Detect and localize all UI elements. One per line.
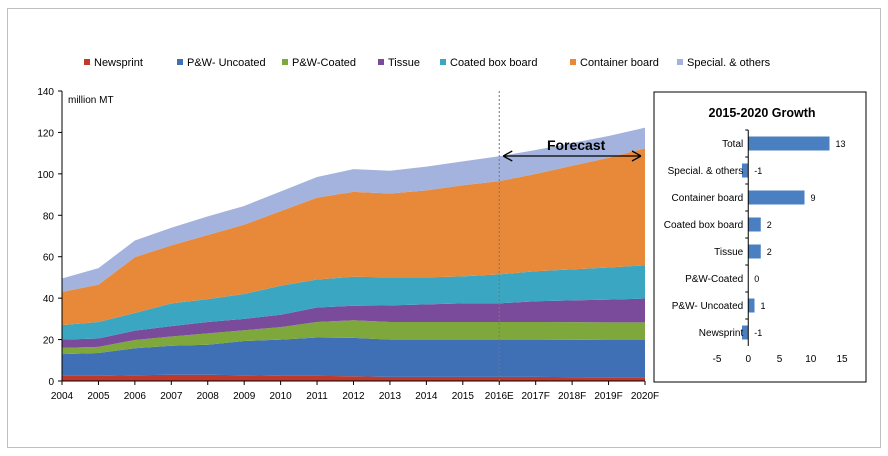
x-tick-label: 2015 <box>452 391 475 402</box>
x-tick-label: 2005 <box>87 391 110 402</box>
legend-swatch-newsprint <box>84 59 90 65</box>
x-tick-label: 2019F <box>594 391 622 402</box>
bar-category-label: P&W-Coated <box>685 274 743 285</box>
x-tick-label: 2014 <box>415 391 438 402</box>
bar-x-tick-label: 10 <box>805 354 817 365</box>
y-tick-label: 60 <box>43 253 55 264</box>
bar-chart-title: 2015-2020 Growth <box>709 106 816 120</box>
bar-category-label: Coated box board <box>664 220 744 231</box>
y-tick-label: 100 <box>37 170 54 181</box>
bar-value-label: 0 <box>754 274 759 284</box>
bar-special-and-others <box>742 163 749 178</box>
bar-value-label: 9 <box>811 193 816 203</box>
bar-category-label: Tissue <box>714 247 744 258</box>
forecast-arrow-right-head <box>631 150 642 162</box>
y-tick-label: 0 <box>48 377 54 388</box>
bar-container-board <box>748 190 805 205</box>
x-tick-label: 2006 <box>124 391 147 402</box>
growth-bar-chart: 2015-2020 Growth Total 13 Special. & other… <box>653 91 867 383</box>
legend-label-coated-box-board: Coated box board <box>450 57 537 69</box>
bar-x-tick-label: 15 <box>836 354 848 365</box>
bar-category-label: P&W- Uncoated <box>672 301 744 312</box>
legend-swatch-pandw-coated <box>282 59 288 65</box>
x-tick-label: 2017F <box>522 391 550 402</box>
bar-value-label: -1 <box>754 166 762 176</box>
y-tick-label: 120 <box>37 128 54 139</box>
legend-swatch-tissue <box>378 59 384 65</box>
x-tick-label: 2008 <box>197 391 220 402</box>
legend-swatch-special-and-others <box>677 59 683 65</box>
legend: Newsprint P&W- Uncoated P&W-Coated Tissue Co… <box>84 57 771 69</box>
y-tick-label: 140 <box>37 87 54 98</box>
legend-label-tissue: Tissue <box>388 57 420 69</box>
x-tick-label: 2010 <box>270 391 293 402</box>
legend-label-pandw-coated: P&W-Coated <box>292 57 356 69</box>
bar-newsprint <box>742 325 749 340</box>
bar-category-label: Special. & others <box>668 166 744 177</box>
x-tick-label: 2004 <box>51 391 74 402</box>
x-tick-label: 2012 <box>342 391 365 402</box>
bar-value-label: 13 <box>836 139 846 149</box>
bar-value-label: -1 <box>754 328 762 338</box>
bar-category-label: Container board <box>672 193 744 204</box>
bar-group <box>742 136 830 340</box>
bar-total <box>748 136 830 151</box>
stacked-area-chart: 0 20 40 60 80 100 120 140 2004 2005 2006 2007 2008 20… <box>37 87 659 402</box>
area-tissue <box>62 298 645 348</box>
bar-x-tick-label: 0 <box>745 354 751 365</box>
legend-label-newsprint: Newsprint <box>94 57 143 69</box>
bar-x-tick-label: 5 <box>777 354 783 365</box>
bar-coated-box-board <box>748 217 761 232</box>
bar-value-label: 1 <box>761 301 766 311</box>
bar-value-label: 2 <box>767 247 772 257</box>
x-tick-label: 2013 <box>379 391 402 402</box>
legend-swatch-coated-box-board <box>440 59 446 65</box>
legend-label-special-and-others: Special. & others <box>687 57 771 69</box>
y-tick-label: 80 <box>43 211 55 222</box>
legend-swatch-container-board <box>570 59 576 65</box>
legend-label-container-board: Container board <box>580 57 659 69</box>
forecast-annotation: Forecast <box>498 91 642 381</box>
bar-x-tick-label: -5 <box>713 354 722 365</box>
legend-swatch-pandw-uncoated <box>177 59 183 65</box>
bar-category-label: Total <box>722 139 743 150</box>
x-tick-label: 2018F <box>558 391 586 402</box>
forecast-arrow-left-head <box>502 150 513 162</box>
bar-tissue <box>748 244 761 259</box>
bar-chart-frame <box>653 91 867 383</box>
area-series-group <box>62 127 645 381</box>
bar-axes: Total 13 Special. & others -1 Container boar… <box>664 129 848 365</box>
chart-frame: Newsprint P&W- Uncoated P&W-Coated Tissue Co… <box>7 8 881 448</box>
x-tick-label: 2007 <box>160 391 183 402</box>
legend-label-pandw-uncoated: P&W- Uncoated <box>187 57 266 69</box>
y-tick-label: 20 <box>43 336 55 347</box>
main-axes: 0 20 40 60 80 100 120 140 2004 2005 2006 2007 2008 20… <box>37 87 659 402</box>
unit-label: million MT <box>68 95 114 106</box>
x-tick-label: 2020F <box>631 391 659 402</box>
chart-canvas: Newsprint P&W- Uncoated P&W-Coated Tissue Co… <box>37 57 867 402</box>
x-tick-label: 2016E <box>485 391 514 402</box>
x-tick-label: 2009 <box>233 391 256 402</box>
bar-value-label: 2 <box>767 220 772 230</box>
bar-pandw-uncoated <box>748 298 755 313</box>
forecast-label: Forecast <box>547 137 606 153</box>
bar-category-label: Newsprint <box>699 328 744 339</box>
x-tick-label: 2011 <box>306 391 328 402</box>
y-tick-label: 40 <box>43 294 55 305</box>
